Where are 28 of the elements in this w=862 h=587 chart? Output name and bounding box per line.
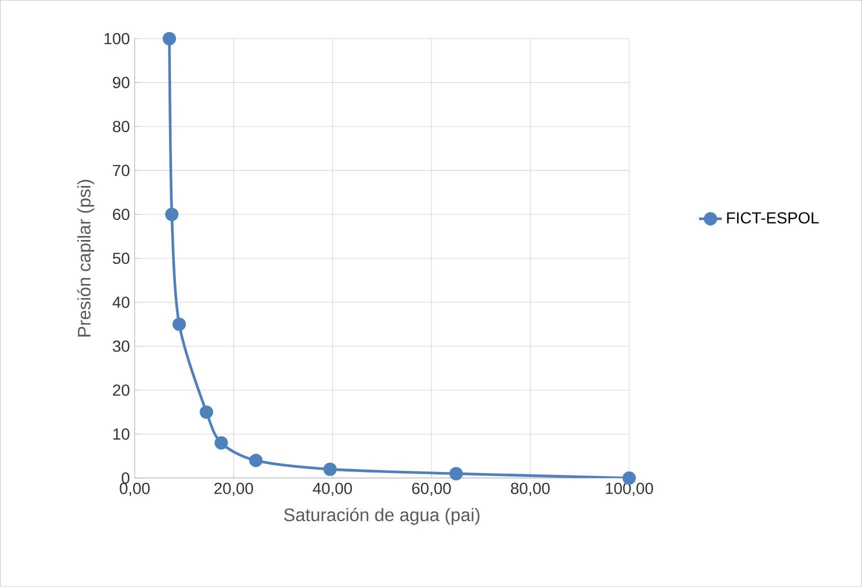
point	[214, 436, 228, 450]
x-tick-label: 100,00	[606, 482, 654, 496]
point	[172, 318, 186, 332]
x-tick-label: 80,00	[510, 482, 550, 496]
y-tick-label: 70	[113, 164, 130, 176]
point	[449, 467, 463, 480]
legend-label: FICT-ESPOL	[727, 212, 819, 224]
y-axis-title: Presión capilar (psi)	[77, 180, 94, 337]
x-tick-label: 40,00	[312, 482, 352, 496]
x-axis-title: Saturación de agua (pai)	[284, 508, 480, 525]
y-tick-label: 60	[113, 208, 130, 220]
x-tick-label: 20,00	[214, 482, 254, 496]
y-tick-label: 50	[112, 252, 130, 264]
y-tick-label: 10	[113, 428, 130, 440]
point	[200, 406, 214, 419]
y-tick-label: 90	[112, 77, 130, 88]
y-tick-label: 30	[112, 340, 130, 352]
point	[162, 32, 176, 46]
y-tick-label: 0	[122, 472, 130, 484]
point	[165, 208, 178, 222]
y-tick-label: 80	[112, 120, 130, 132]
point	[323, 462, 337, 476]
y-tick-label: 40	[112, 296, 130, 308]
y-tick-label: 20	[113, 384, 130, 396]
y-tick-label: 100	[104, 33, 130, 44]
x-tick-label: 0,00	[120, 482, 150, 496]
point	[249, 454, 263, 468]
x-tick-label: 60,00	[412, 482, 451, 496]
